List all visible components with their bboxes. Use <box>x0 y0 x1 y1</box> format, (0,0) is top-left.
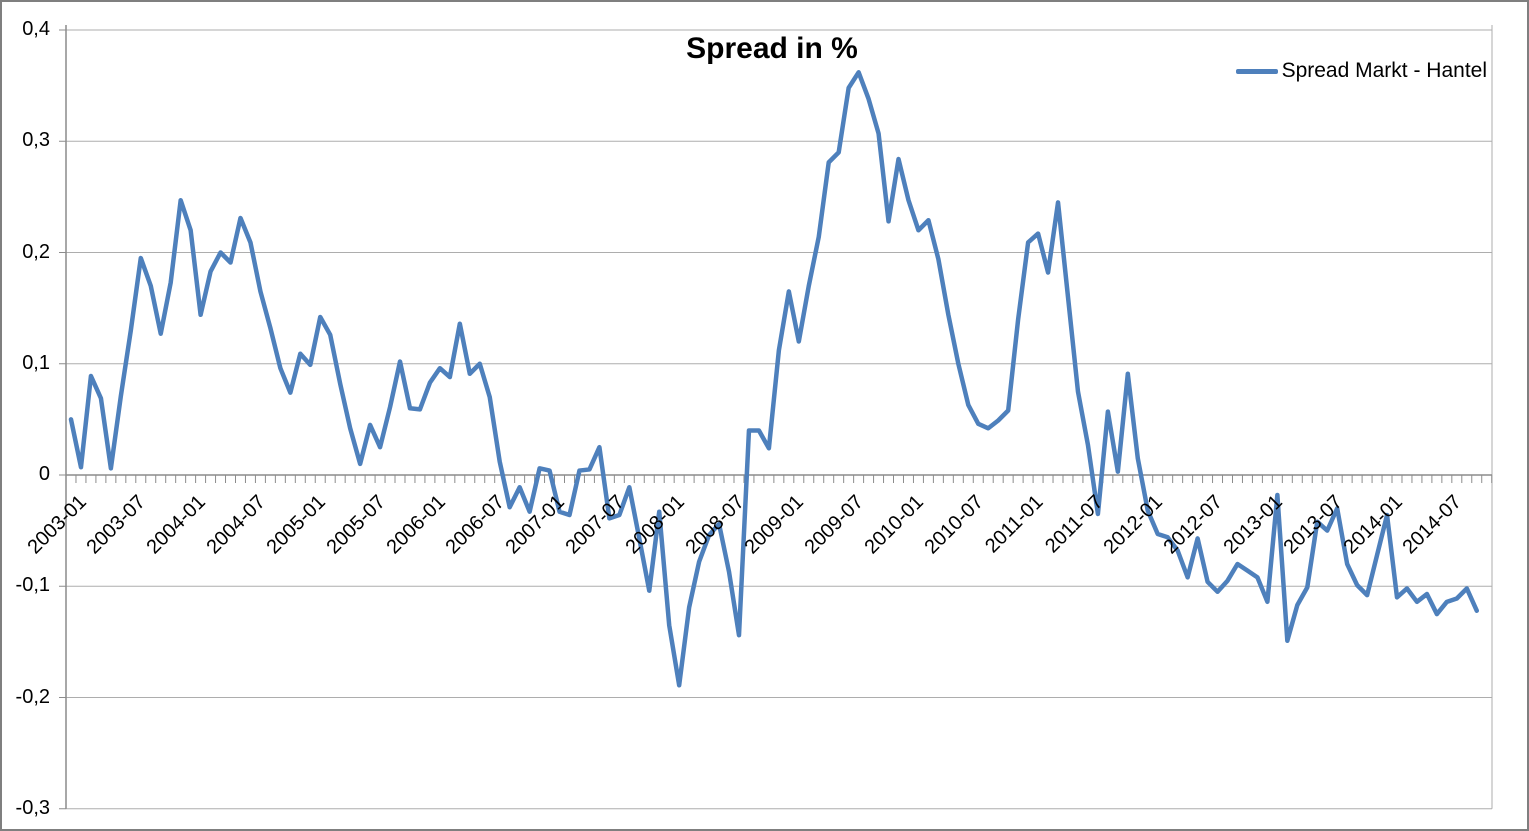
y-axis-label: 0,4 <box>22 18 50 40</box>
y-axis-label: 0,1 <box>22 351 50 374</box>
y-axis-label: 0,2 <box>22 240 50 263</box>
legend-series-label: Spread Markt - Hantel <box>1281 59 1487 82</box>
legend-line-marker <box>1235 68 1278 74</box>
y-axis-label: 0,3 <box>22 129 50 152</box>
y-axis-label: -0,3 <box>15 796 50 819</box>
y-axis-label: 0 <box>38 463 50 485</box>
y-axis-label: -0,2 <box>15 685 50 708</box>
legend: Spread Markt - Hantel <box>1235 59 1487 83</box>
chart-title: Spread in % <box>686 32 858 65</box>
y-axis-label: -0,1 <box>15 574 50 597</box>
series-line-spread-markt-hantel <box>68 70 1480 688</box>
